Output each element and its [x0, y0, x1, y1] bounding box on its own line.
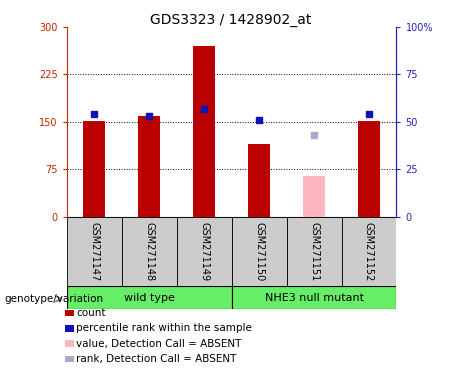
Text: GDS3323 / 1428902_at: GDS3323 / 1428902_at: [150, 13, 311, 27]
Bar: [231, 286, 396, 309]
Bar: [287, 217, 342, 286]
Bar: [231, 217, 287, 286]
Text: value, Detection Call = ABSENT: value, Detection Call = ABSENT: [76, 339, 242, 349]
Bar: [303, 176, 325, 217]
Bar: [177, 217, 231, 286]
Bar: [67, 286, 231, 309]
Text: GSM271150: GSM271150: [254, 222, 264, 281]
Bar: [342, 217, 396, 286]
Text: GSM271148: GSM271148: [144, 222, 154, 281]
Text: genotype/variation: genotype/variation: [5, 294, 104, 304]
Text: GSM271152: GSM271152: [364, 222, 374, 281]
Bar: [358, 121, 380, 217]
Text: count: count: [76, 308, 106, 318]
Text: wild type: wild type: [124, 293, 175, 303]
Text: GSM271151: GSM271151: [309, 222, 319, 281]
Bar: [138, 116, 160, 217]
Text: NHE3 null mutant: NHE3 null mutant: [265, 293, 364, 303]
Bar: [67, 217, 122, 286]
Text: percentile rank within the sample: percentile rank within the sample: [76, 323, 252, 333]
Bar: [193, 46, 215, 217]
Text: rank, Detection Call = ABSENT: rank, Detection Call = ABSENT: [76, 354, 236, 364]
Text: GSM271149: GSM271149: [199, 222, 209, 281]
Bar: [83, 121, 105, 217]
Bar: [248, 144, 270, 217]
Bar: [122, 217, 177, 286]
Text: GSM271147: GSM271147: [89, 222, 99, 281]
